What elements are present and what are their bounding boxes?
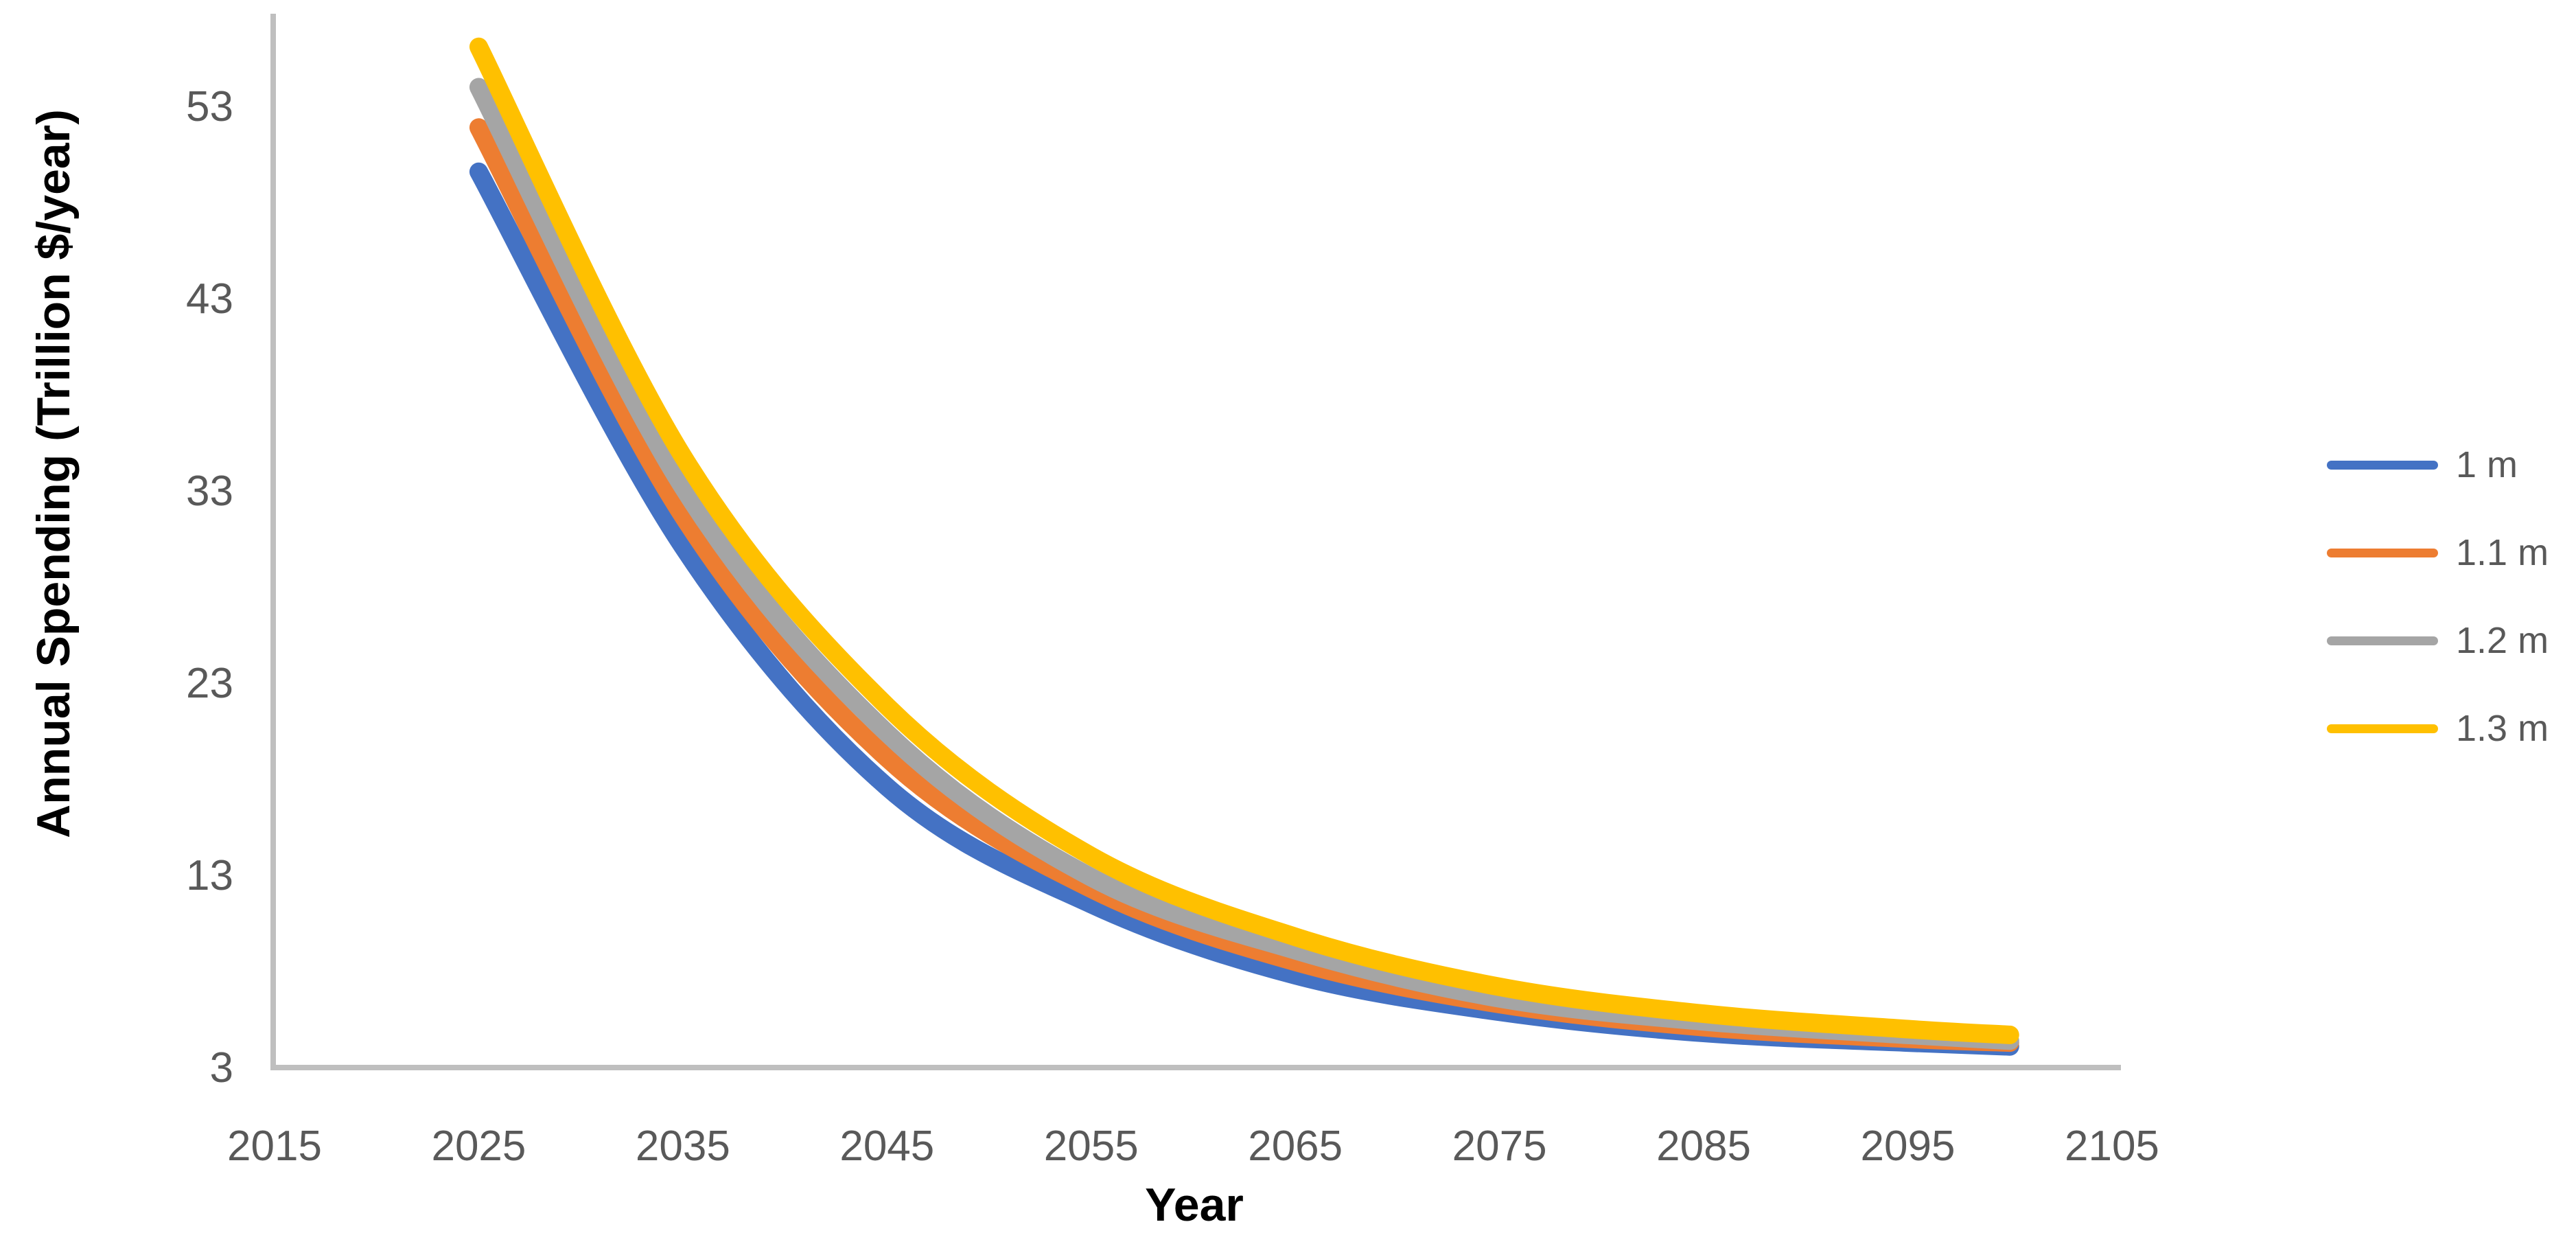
y-tick-label: 43 xyxy=(186,275,233,323)
legend-label: 1.1 m xyxy=(2456,532,2549,573)
legend-line-1-1m-icon xyxy=(2327,548,2438,557)
y-tick-label: 23 xyxy=(186,660,233,707)
x-axis-title: Year xyxy=(1145,1179,1244,1231)
legend-label: 1.3 m xyxy=(2456,708,2549,749)
legend-label: 1.2 m xyxy=(2456,620,2549,661)
x-tick-label: 2045 xyxy=(839,1122,934,1170)
legend-item-1-2m: 1.2 m xyxy=(2327,597,2549,684)
x-tick-label: 2095 xyxy=(1861,1122,1956,1170)
legend-item-1-1m: 1.1 m xyxy=(2327,509,2549,597)
x-tick-label: 2075 xyxy=(1452,1122,1547,1170)
series-line-1-3-m xyxy=(469,37,2019,1044)
y-tick-label: 33 xyxy=(186,468,233,515)
x-tick-label: 2025 xyxy=(431,1122,526,1170)
legend: 1 m 1.1 m 1.2 m 1.3 m xyxy=(2327,421,2549,772)
y-tick-label: 3 xyxy=(210,1044,233,1092)
x-tick-label: 2015 xyxy=(227,1122,322,1170)
legend-item-1m: 1 m xyxy=(2327,421,2549,509)
y-tick-label: 53 xyxy=(186,83,233,130)
y-axis-title: Annual Spending (Trillion $/year) xyxy=(27,109,80,838)
legend-line-1-3m-icon xyxy=(2327,724,2438,733)
y-tick-label: 13 xyxy=(186,852,233,899)
x-tick-label: 2035 xyxy=(636,1122,730,1170)
legend-line-1-2m-icon xyxy=(2327,636,2438,645)
legend-item-1-3m: 1.3 m xyxy=(2327,684,2549,772)
x-tick-label: 2065 xyxy=(1248,1122,1343,1170)
legend-label: 1 m xyxy=(2456,444,2518,485)
legend-line-1m-icon xyxy=(2327,460,2438,470)
x-tick-label: 2055 xyxy=(1044,1122,1139,1170)
x-tick-label: 2105 xyxy=(2065,1122,2159,1170)
x-tick-label: 2085 xyxy=(1656,1122,1751,1170)
